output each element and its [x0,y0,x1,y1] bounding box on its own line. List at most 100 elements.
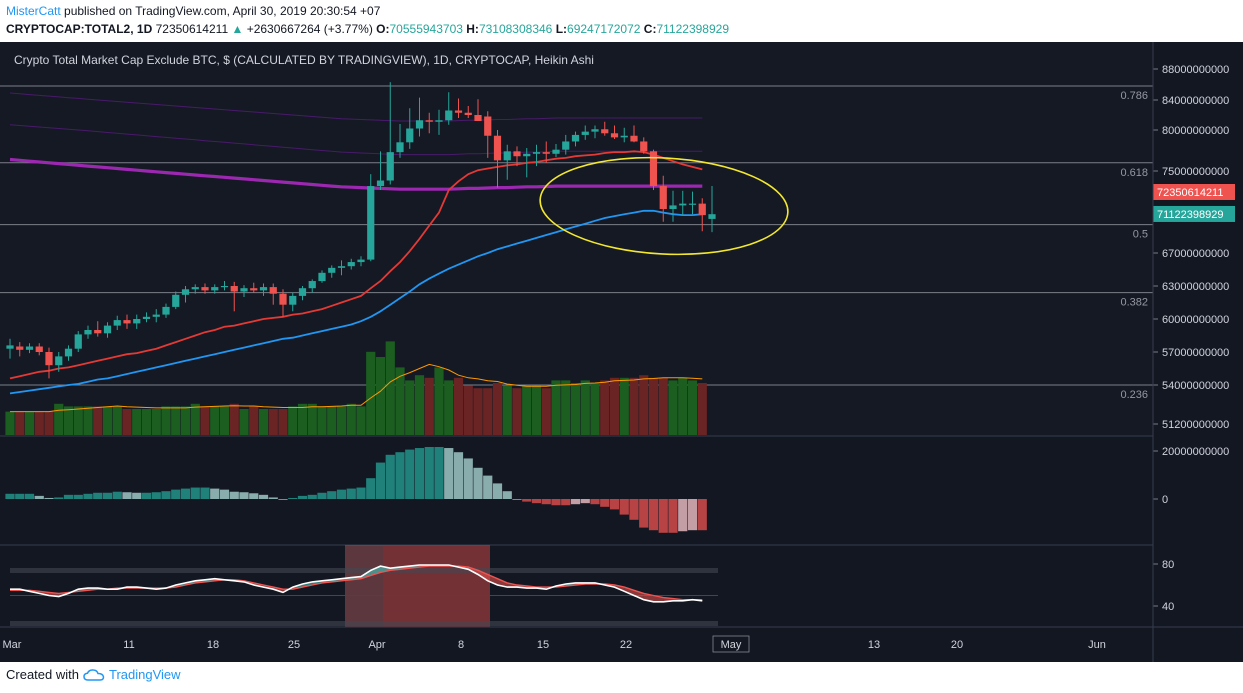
oscillator-bar [609,499,620,510]
volume-bar [385,341,395,435]
candle-body [415,120,424,129]
fib-level-label: 0.786 [1120,90,1148,102]
chart-area[interactable]: Crypto Total Market Cap Exclude BTC, $ (… [0,42,1243,662]
stoch-rsi-axis-label: 80 [1162,559,1174,571]
volume-bar [258,409,269,435]
author-link[interactable]: MisterCatt [6,4,61,18]
close-label: C: [643,22,657,36]
volume-bar [561,380,571,435]
oscillator-bar [522,499,532,502]
candle-body [620,135,628,138]
candle-body [318,272,326,282]
oscillator-bar [24,493,35,499]
candle-body [679,203,687,206]
candle-body [123,320,131,324]
oscillator-bar [356,487,366,499]
candle-body [220,286,229,288]
candle-body [513,151,521,157]
candle-body [84,330,92,335]
candle-body [591,129,599,132]
oscillator-bar [190,487,200,499]
chart-svg[interactable]: Crypto Total Market Cap Exclude BTC, $ (… [0,42,1243,662]
candles[interactable] [6,82,716,379]
volume-bar [268,409,278,435]
time-axis-label: 20 [951,639,963,651]
candle-body [152,314,160,317]
low-value: 69247172072 [567,22,641,36]
candle-body [581,131,589,135]
time-axis-label: 18 [207,639,219,651]
time-axis-label: 15 [537,639,549,651]
candle-body [74,334,82,349]
price-axis-tick-label: 63000000000 [1162,281,1229,293]
fib-level-label: 0.236 [1120,389,1148,401]
oscillator-bar [15,493,25,499]
candle-body [474,115,482,121]
candle-body [308,281,316,289]
candle-body [630,135,638,142]
volume-bar [444,380,454,435]
price-axis-tick-label: 80000000000 [1162,125,1229,137]
fib-levels: 0.786 0.618 0.5 0.382 0.236 [0,85,1153,401]
candle-body [708,214,716,219]
volume-bar [317,406,327,435]
oscillator-bar [268,497,278,499]
oscillator-bar [258,494,269,499]
highlight-ellipse [539,156,789,256]
candle-body [181,289,190,295]
fib-level-label: 0.618 [1120,167,1148,179]
volume-bar [239,409,249,435]
volume-bar [405,380,415,435]
tradingview-link[interactable]: TradingView [108,667,181,682]
candle-body [542,152,550,154]
oscillator-bar [619,499,629,515]
volume-bar [171,406,181,435]
candle-body [396,142,404,153]
time-axis[interactable]: Mar 11 18 25 Apr 8 15 22 May 13 20 Jun [3,635,1106,653]
open-value: 70555943703 [389,22,463,36]
price-axis[interactable]: 88000000000 84000000000 80000000000 7500000… [1153,64,1229,431]
candle-body [162,306,170,315]
candle-body [240,288,248,292]
price-axis-tick-label: 75000000000 [1162,166,1229,178]
oscillator-bar [239,492,249,499]
candle-body [435,120,443,122]
oscillator-bar [687,499,698,531]
volume-bar [180,406,191,435]
price-tag-label: 72350614211 [1157,187,1223,199]
oscillator-bar [317,492,327,499]
oscillator-bar [249,493,259,499]
stoch-rsi-k-line [10,564,703,603]
candle-body [64,348,73,357]
candle-body [357,259,365,263]
volume-bar [414,375,425,435]
oscillator-bar [463,458,473,499]
oscillator-bar [336,489,347,499]
up-arrow-icon: ▲ [231,22,244,36]
volume-bar [687,380,698,435]
volume-bar [678,377,688,435]
volume-bar [697,383,707,435]
tradingview-cloud-icon [83,668,105,681]
candle-body [464,112,472,115]
candle-body [562,141,570,150]
oscillator-bar [54,497,64,499]
stoch-rsi-fill [380,566,391,573]
oscillator-bar [424,447,434,499]
close-value: 71122398929 [656,22,729,36]
stoch-rsi-fill [487,574,498,585]
candle-body [94,330,102,334]
oscillator-bar [541,499,551,505]
volume-bar [580,380,590,435]
volume-bar [658,377,668,435]
volume-bar [502,385,512,435]
price-axis-tick-label: 51200000000 [1162,419,1229,431]
main-pane[interactable] [0,42,1153,435]
high-label: H: [466,22,479,36]
oscillator-bar [366,478,376,499]
oscillator-histogram [5,447,707,533]
candle-body [269,287,277,294]
oscillator-bar [132,492,142,499]
price-tag-label: 71122398929 [1157,209,1223,221]
time-axis-label: 11 [123,639,134,651]
